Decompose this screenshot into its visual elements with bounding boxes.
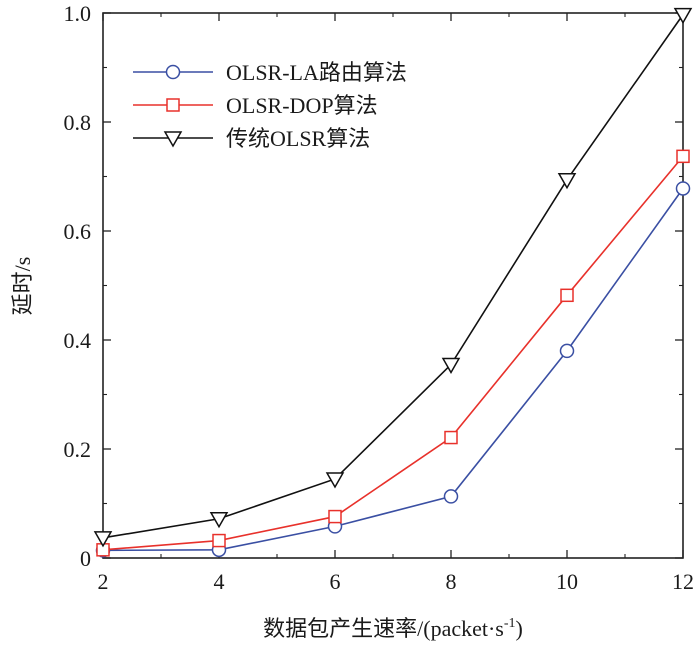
legend-entry: OLSR-LA路由算法 bbox=[133, 60, 407, 85]
legend-entry: 传统OLSR算法 bbox=[133, 126, 370, 151]
y-tick-label: 0 bbox=[80, 546, 91, 571]
y-axis-label: 延时/s bbox=[10, 257, 35, 316]
series-line bbox=[102, 155, 684, 551]
y-tick-label: 1.0 bbox=[64, 1, 92, 26]
x-axis-label-close: ) bbox=[516, 616, 523, 641]
legend-marker bbox=[165, 64, 181, 80]
series-line bbox=[102, 188, 684, 552]
data-point bbox=[209, 512, 229, 529]
data-point bbox=[328, 509, 342, 524]
series-2 bbox=[96, 149, 690, 557]
x-tick-label: 12 bbox=[672, 569, 694, 594]
data-point bbox=[557, 173, 577, 190]
legend-label: OLSR-DOP算法 bbox=[226, 93, 378, 118]
x-axis-label: 数据包产生速率/(packet·s-1) bbox=[263, 616, 523, 641]
series-1 bbox=[95, 181, 691, 558]
data-point bbox=[673, 7, 693, 25]
y-tick-label: 0.4 bbox=[64, 328, 92, 353]
legend-label: OLSR-LA路由算法 bbox=[226, 60, 407, 85]
data-point bbox=[93, 531, 113, 548]
x-axis-label-superscript: -1 bbox=[504, 616, 516, 631]
legend-entry: OLSR-DOP算法 bbox=[133, 93, 378, 118]
series-layer bbox=[93, 7, 693, 558]
x-tick-label: 6 bbox=[330, 569, 341, 594]
data-point bbox=[559, 343, 575, 359]
data-point bbox=[560, 288, 574, 303]
axes: 2 4 6 8 10 12 0 0.2 0.4 0.6 0.8 1.0 bbox=[64, 1, 695, 594]
x-axis-label-main: 数据包产生速率/(packet·s bbox=[263, 616, 504, 641]
y-tick-label: 0.6 bbox=[64, 219, 92, 244]
y-tick-label: 0.2 bbox=[64, 437, 92, 462]
y-tick-label: 0.8 bbox=[64, 110, 92, 135]
data-point bbox=[441, 357, 461, 375]
data-point bbox=[444, 430, 458, 445]
series-3 bbox=[93, 7, 693, 548]
series-line bbox=[102, 14, 684, 539]
x-tick-label: 8 bbox=[446, 569, 457, 594]
x-tick-label: 2 bbox=[98, 569, 109, 594]
legend-marker bbox=[163, 131, 183, 148]
data-point bbox=[325, 472, 345, 489]
data-point bbox=[676, 149, 690, 164]
data-point bbox=[212, 533, 226, 548]
legend-label: 传统OLSR算法 bbox=[226, 126, 370, 151]
data-point bbox=[675, 181, 691, 196]
x-tick-label: 10 bbox=[556, 569, 578, 594]
legend-marker bbox=[166, 98, 180, 112]
x-tick-label: 4 bbox=[214, 569, 225, 594]
data-point bbox=[443, 489, 459, 504]
